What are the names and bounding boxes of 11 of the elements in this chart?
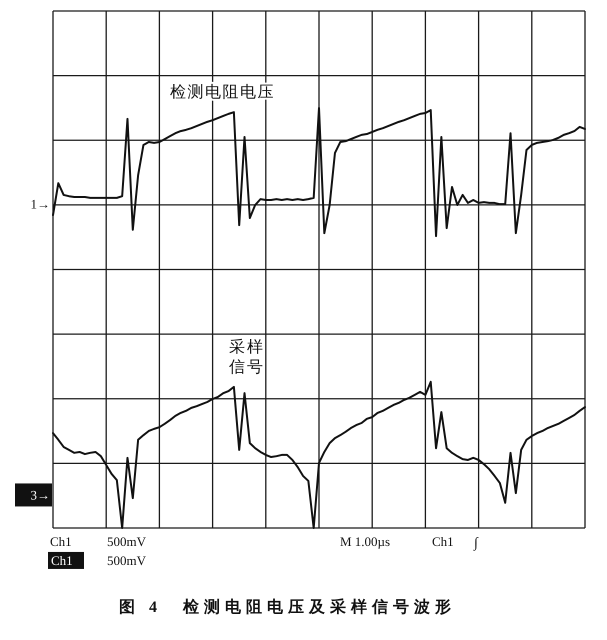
text: 1→ <box>30 196 50 212</box>
series-label: 采样信号 <box>229 338 265 376</box>
text: Ch1 <box>50 534 72 549</box>
text: M 1.00µs <box>340 534 390 549</box>
text: 图 4 检测电阻电压及采样信号波形 <box>119 598 456 616</box>
text: 500mV <box>107 534 147 549</box>
text: 500mV <box>107 553 147 568</box>
text: ∫ <box>473 536 479 551</box>
text: Ch1 <box>51 553 73 568</box>
text: 3→ <box>30 488 50 502</box>
text: Ch1 <box>432 534 454 549</box>
